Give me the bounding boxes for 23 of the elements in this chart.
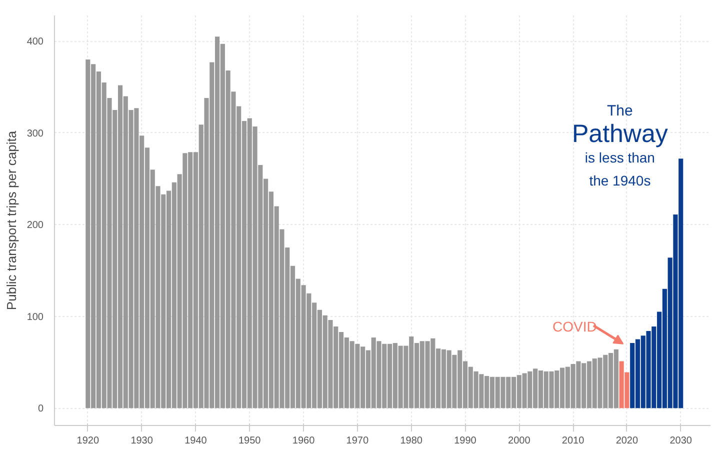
y-tick-label: 400 (26, 36, 44, 48)
x-tick-label: 1950 (238, 436, 262, 446)
x-tick-label: 2000 (508, 436, 531, 446)
x-tick-label: 1980 (400, 436, 423, 446)
x-tick-label: 1930 (130, 436, 154, 446)
y-tick-label: 0 (38, 404, 44, 415)
x-tick-label: 1970 (346, 436, 369, 446)
x-tick-label: 1990 (454, 436, 477, 446)
x-tick-label: 1920 (76, 436, 100, 446)
x-tick-label: 1940 (184, 436, 208, 446)
x-tick-label: 2030 (670, 436, 692, 446)
y-tick-label: 200 (26, 220, 44, 232)
y-tick-label: 100 (26, 312, 44, 323)
annotation: Pathway (572, 120, 668, 148)
annotation: is less than (584, 150, 655, 166)
annotation: The (607, 102, 633, 120)
annotation: the 1940s (589, 172, 651, 189)
y-tick-label: 300 (26, 128, 44, 140)
x-tick-label: 2020 (616, 436, 639, 446)
x-tick-label: 1960 (292, 436, 316, 446)
x-tick-label: 2010 (562, 436, 585, 446)
annotation: COVID (552, 318, 597, 334)
y-axis-title: Public transport trips per capita (4, 130, 19, 310)
